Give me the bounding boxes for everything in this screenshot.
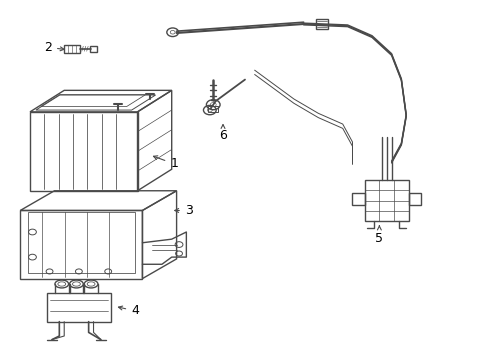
Text: 5: 5 [375,226,383,244]
Text: 2: 2 [44,41,64,54]
Text: 1: 1 [153,156,178,170]
Text: 4: 4 [119,305,139,318]
Text: 3: 3 [175,204,193,217]
Text: 6: 6 [219,125,227,142]
